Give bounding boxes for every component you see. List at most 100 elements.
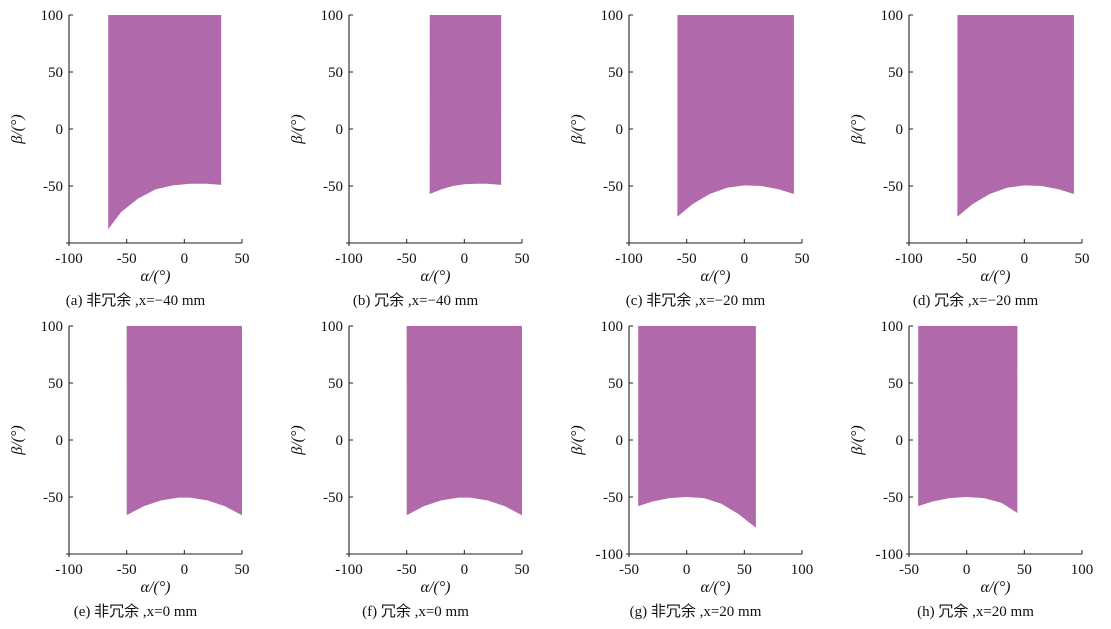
x-tick-label: 50: [1075, 251, 1090, 267]
panel-e: -100 -50 0 50 50 0 -50 100 α/(°) β/(°) (e) 非冗余 ,x=…: [9, 319, 250, 620]
panel-caption: (g) 非冗余 ,x=20 mm: [630, 602, 762, 620]
x-tick-label: 0: [1021, 251, 1029, 267]
y-tick-label: 100: [41, 319, 64, 335]
y-tick-label: -50: [603, 179, 623, 195]
y-tick-label: 0: [896, 433, 904, 449]
workspace-region: [126, 326, 242, 516]
x-tick-label: 0: [683, 562, 691, 578]
x-tick-label: -50: [899, 562, 919, 578]
y-axis-label: β/(°): [9, 425, 26, 455]
y-tick-label: 50: [48, 376, 63, 392]
x-tick-label: 0: [461, 251, 469, 267]
x-tick-label: 50: [235, 251, 250, 267]
workspace-region: [677, 15, 794, 217]
x-tick-label: 50: [515, 562, 530, 578]
y-tick-label: 100: [321, 8, 344, 24]
workspace-region: [429, 15, 502, 194]
x-tick-label: -50: [117, 251, 137, 267]
y-axis-label: β/(°): [849, 114, 866, 144]
x-tick-label: -100: [895, 251, 923, 267]
panel-caption: (c) 非冗余 ,x=−20 mm: [626, 291, 766, 309]
x-tick-label: -100: [55, 562, 83, 578]
y-axis-label: β/(°): [569, 114, 586, 144]
y-tick-label: -100: [876, 547, 904, 563]
x-tick-label: 0: [461, 562, 469, 578]
y-tick-label: 50: [48, 65, 63, 81]
x-tick-label: 100: [1071, 562, 1094, 578]
x-tick-label: -50: [397, 251, 417, 267]
y-tick-label: -50: [43, 179, 63, 195]
y-tick-label: 0: [616, 122, 624, 138]
x-axis-label: α/(°): [141, 268, 171, 285]
panel-caption: (b) 冗余 ,x=−40 mm: [353, 291, 479, 309]
x-tick-label: -50: [957, 251, 977, 267]
x-axis-label: α/(°): [981, 579, 1011, 596]
x-axis-label: α/(°): [981, 268, 1011, 285]
panel-a: -100 -50 0 50 50 0 -50 100 α/(°) β/(°) (a) 非冗余 ,x=…: [9, 8, 250, 309]
y-tick-label: -50: [603, 490, 623, 506]
x-tick-label: 0: [963, 562, 971, 578]
y-tick-label: 100: [41, 8, 64, 24]
x-tick-label: -100: [615, 251, 643, 267]
x-tick-label: 0: [181, 251, 189, 267]
y-axis-label: β/(°): [9, 114, 26, 144]
x-tick-label: -50: [397, 562, 417, 578]
x-axis-label: α/(°): [421, 579, 451, 596]
x-tick-label: -50: [117, 562, 137, 578]
workspace-region: [918, 326, 1018, 513]
y-tick-label: 0: [616, 433, 624, 449]
y-tick-label: 0: [336, 122, 344, 138]
y-axis-label: β/(°): [289, 425, 306, 455]
y-tick-label: -100: [596, 547, 624, 563]
y-tick-label: 100: [881, 319, 904, 335]
panel-caption: (a) 非冗余 ,x=−40 mm: [66, 291, 206, 309]
y-axis-label: β/(°): [289, 114, 306, 144]
x-tick-label: 100: [791, 562, 814, 578]
x-axis-label: α/(°): [701, 579, 731, 596]
panel-b: -100 -50 0 50 50 0 -50 100 α/(°) β/(°) (b) 冗余 ,x=−…: [289, 8, 530, 309]
y-tick-label: 50: [328, 65, 343, 81]
x-tick-label: 50: [737, 562, 752, 578]
y-tick-label: 100: [601, 8, 624, 24]
y-tick-label: 50: [608, 376, 623, 392]
workspace-region: [406, 326, 522, 516]
x-axis-label: α/(°): [421, 268, 451, 285]
x-tick-label: 0: [181, 562, 189, 578]
x-tick-label: -100: [335, 251, 363, 267]
y-tick-label: 0: [336, 433, 344, 449]
panel-d: -100 -50 0 50 50 0 -50 100 α/(°) β/(°) (d) 冗余 ,x=−…: [849, 8, 1090, 309]
panel-caption: (d) 冗余 ,x=−20 mm: [913, 291, 1039, 309]
y-axis-label: β/(°): [569, 425, 586, 455]
panel-f: -100 -50 0 50 50 0 -50 100 α/(°) β/(°) (f) 冗余 ,x=0…: [289, 319, 530, 620]
x-tick-label: -50: [619, 562, 639, 578]
workspace-region: [638, 326, 756, 528]
y-tick-label: -50: [323, 490, 343, 506]
panel-caption: (e) 非冗余 ,x=0 mm: [74, 602, 198, 620]
y-tick-label: 100: [601, 319, 624, 335]
y-tick-label: 100: [881, 8, 904, 24]
y-tick-label: -50: [883, 490, 903, 506]
panel-c: -100 -50 0 50 50 0 -50 100 α/(°) β/(°) (c) 非冗余 ,x=…: [569, 8, 810, 309]
panel-caption: (f) 冗余 ,x=0 mm: [362, 602, 469, 620]
workspace-region: [108, 15, 222, 230]
x-tick-label: 50: [795, 251, 810, 267]
y-tick-label: 0: [56, 433, 64, 449]
y-tick-label: 100: [321, 319, 344, 335]
y-tick-label: -50: [323, 179, 343, 195]
x-tick-label: 0: [741, 251, 749, 267]
panel-caption: (h) 冗余 ,x=20 mm: [917, 602, 1034, 620]
y-tick-label: 0: [896, 122, 904, 138]
x-axis-label: α/(°): [701, 268, 731, 285]
y-tick-label: 0: [56, 122, 64, 138]
y-tick-label: -50: [883, 179, 903, 195]
y-tick-label: -50: [43, 490, 63, 506]
x-axis-label: α/(°): [141, 579, 171, 596]
x-tick-label: 50: [515, 251, 530, 267]
x-tick-label: -100: [335, 562, 363, 578]
x-tick-label: -100: [55, 251, 83, 267]
x-tick-label: -50: [677, 251, 697, 267]
y-tick-label: 50: [888, 376, 903, 392]
